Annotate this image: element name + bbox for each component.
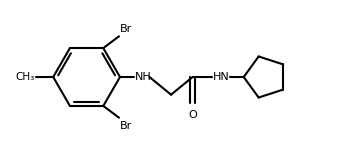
Text: HN: HN: [213, 72, 230, 82]
Text: O: O: [188, 110, 197, 120]
Text: CH₃: CH₃: [15, 72, 34, 82]
Text: NH: NH: [135, 72, 151, 82]
Text: Br: Br: [120, 121, 132, 131]
Text: Br: Br: [120, 24, 132, 34]
